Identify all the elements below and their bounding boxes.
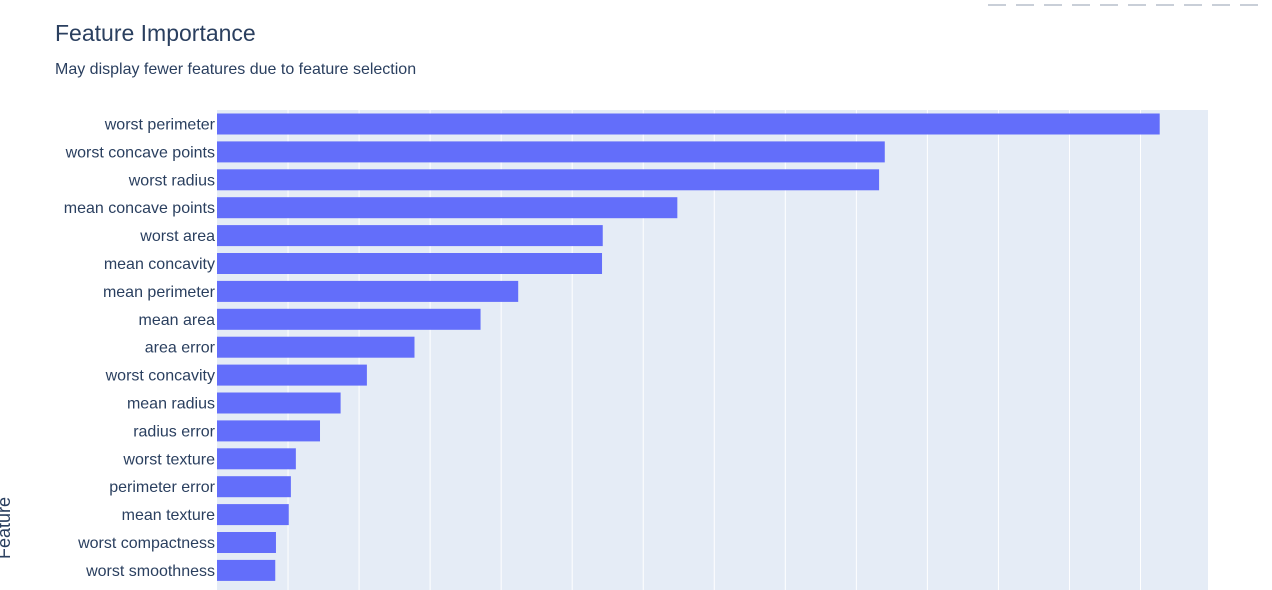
y-tick-labels: worst perimeter worst concave points worst…: [64, 117, 216, 580]
reset-axes-icon[interactable]: [1212, 0, 1230, 6]
bar[interactable]: [217, 364, 367, 386]
bar[interactable]: [217, 141, 885, 163]
bar[interactable]: [217, 559, 276, 581]
y-tick-label: mean concavity: [104, 256, 215, 273]
y-tick-label: worst smoothness: [85, 563, 215, 580]
box-select-icon[interactable]: [1072, 0, 1090, 6]
y-tick-label: mean concave points: [64, 200, 215, 217]
bar[interactable]: [217, 448, 296, 470]
bar[interactable]: [217, 253, 603, 274]
pan-icon[interactable]: [1044, 0, 1062, 6]
bar[interactable]: [217, 197, 678, 219]
y-axis-title: Feature: [0, 497, 14, 559]
zoom-in-icon[interactable]: [1128, 0, 1146, 6]
zoom-icon[interactable]: [1016, 0, 1034, 6]
bar[interactable]: [217, 280, 519, 302]
bar[interactable]: [217, 308, 481, 330]
y-tick-label: perimeter error: [109, 479, 215, 496]
plotly-logo-icon[interactable]: [1240, 0, 1258, 6]
y-tick-label: mean radius: [127, 396, 215, 413]
bar[interactable]: [217, 113, 1160, 135]
bars: [217, 113, 1160, 581]
y-tick-label: worst concave points: [65, 144, 215, 161]
y-tick-label: radius error: [133, 423, 215, 440]
bar[interactable]: [217, 169, 880, 191]
bar[interactable]: [217, 476, 291, 498]
bar[interactable]: [217, 420, 321, 442]
y-tick-label: worst perimeter: [104, 117, 216, 134]
y-tick-label: mean perimeter: [103, 284, 216, 301]
lasso-icon[interactable]: [1100, 0, 1118, 6]
modebar: [988, 0, 1258, 6]
y-tick-label: area error: [145, 340, 216, 357]
autoscale-icon[interactable]: [1184, 0, 1202, 6]
y-tick-label: mean texture: [122, 507, 215, 524]
y-tick-label: worst radius: [128, 172, 215, 189]
y-tick-label: worst area: [139, 228, 215, 245]
y-tick-label: worst concavity: [105, 368, 215, 385]
y-tick-label: worst texture: [122, 451, 215, 468]
bar[interactable]: [217, 225, 603, 247]
zoom-out-icon[interactable]: [1156, 0, 1174, 6]
chart-subtitle: May display fewer features due to featur…: [55, 61, 417, 78]
bar[interactable]: [217, 336, 415, 358]
y-tick-label: mean area: [139, 312, 216, 329]
camera-icon[interactable]: [988, 0, 1006, 6]
bar[interactable]: [217, 504, 289, 526]
y-tick-label: worst compactness: [77, 535, 215, 552]
bar[interactable]: [217, 392, 341, 414]
bar[interactable]: [217, 532, 276, 553]
chart-title: Feature Importance: [55, 20, 256, 46]
